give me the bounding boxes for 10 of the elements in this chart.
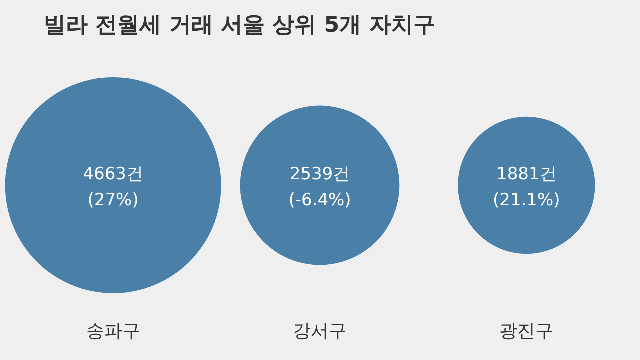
data-label: 1881건: [496, 164, 557, 184]
text: (-6.4%): [288, 190, 352, 210]
text: 빌라 전월세 거래 서울 상위 5개 자치구: [44, 12, 436, 40]
data-label: 2539건: [290, 164, 350, 184]
category-label: 광진구: [500, 320, 554, 342]
category-label: 송파구: [86, 320, 140, 342]
data-label: 4663건: [83, 164, 144, 184]
text: (21.1%): [493, 190, 560, 210]
text: (27%): [88, 190, 139, 210]
category-label: 강서구: [293, 320, 347, 342]
